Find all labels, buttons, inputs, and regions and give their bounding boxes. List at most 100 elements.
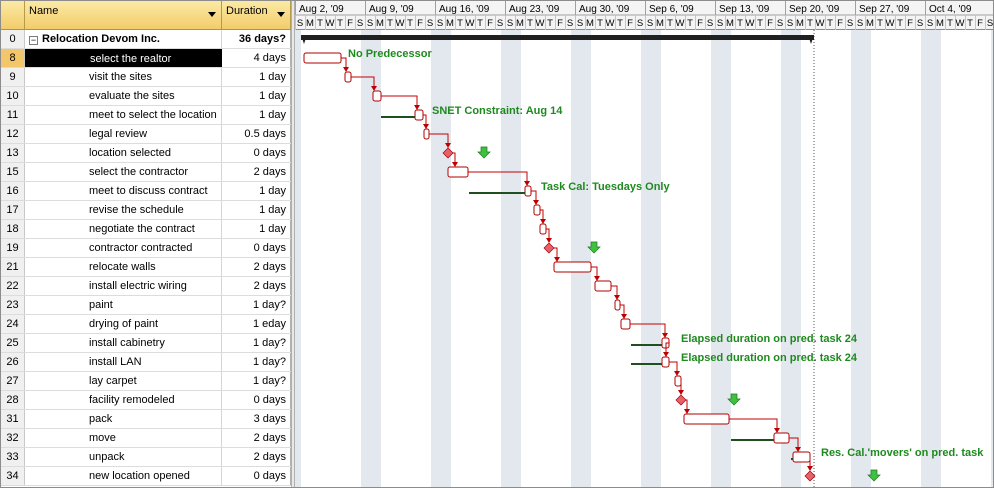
row-id[interactable]: 15 — [1, 163, 25, 181]
task-bar[interactable] — [414, 109, 424, 121]
row-id[interactable]: 22 — [1, 277, 25, 295]
task-duration[interactable]: 1 day — [222, 106, 291, 124]
row-id[interactable]: 31 — [1, 410, 25, 428]
row-id[interactable]: 17 — [1, 201, 25, 219]
task-duration[interactable]: 0 days — [222, 391, 291, 409]
task-row[interactable]: 33 unpack 2 days — [1, 448, 291, 467]
task-duration[interactable]: 4 days — [222, 49, 291, 67]
task-duration[interactable]: 1 day? — [222, 353, 291, 371]
task-bar[interactable] — [661, 356, 670, 368]
task-name[interactable]: visit the sites — [25, 68, 222, 86]
row-id[interactable]: 8 — [1, 49, 25, 67]
task-row[interactable]: 34 new location opened 0 days — [1, 467, 291, 486]
task-name[interactable]: pack — [25, 410, 222, 428]
task-name[interactable]: drying of paint — [25, 315, 222, 333]
task-name[interactable]: paint — [25, 296, 222, 314]
task-duration[interactable]: 1 day — [222, 220, 291, 238]
task-row[interactable]: 31 pack 3 days — [1, 410, 291, 429]
row-id[interactable]: 34 — [1, 467, 25, 485]
task-name[interactable]: install cabinetry — [25, 334, 222, 352]
summary-task-name-cell[interactable]: − Relocation Devom Inc. — [25, 30, 222, 48]
task-name[interactable]: relocate walls — [25, 258, 222, 276]
task-duration[interactable]: 2 days — [222, 429, 291, 447]
row-id[interactable]: 19 — [1, 239, 25, 257]
task-row[interactable]: 25 install cabinetry 1 day? — [1, 334, 291, 353]
row-id[interactable]: 24 — [1, 315, 25, 333]
row-id[interactable]: 13 — [1, 144, 25, 162]
task-row[interactable]: 17 revise the schedule 1 day — [1, 201, 291, 220]
row-id[interactable]: 9 — [1, 68, 25, 86]
task-duration[interactable]: 1 day? — [222, 334, 291, 352]
task-name[interactable]: meet to discuss contract — [25, 182, 222, 200]
row-id[interactable]: 26 — [1, 353, 25, 371]
milestone-diamond[interactable] — [675, 394, 687, 406]
task-bar[interactable] — [683, 413, 730, 425]
row-id[interactable]: 27 — [1, 372, 25, 390]
task-bar[interactable] — [344, 71, 352, 83]
chevron-down-icon[interactable] — [208, 12, 216, 17]
task-name[interactable]: select the contractor — [25, 163, 222, 181]
task-row[interactable]: 26 install LAN 1 day? — [1, 353, 291, 372]
task-duration[interactable]: 1 day? — [222, 296, 291, 314]
task-duration[interactable]: 2 days — [222, 163, 291, 181]
task-bar[interactable] — [553, 261, 592, 273]
row-id[interactable]: 25 — [1, 334, 25, 352]
task-bar[interactable] — [594, 280, 612, 292]
row-id[interactable]: 21 — [1, 258, 25, 276]
task-row[interactable]: 16 meet to discuss contract 1 day — [1, 182, 291, 201]
task-name[interactable]: revise the schedule — [25, 201, 222, 219]
task-duration[interactable]: 2 days — [222, 258, 291, 276]
task-bar[interactable] — [533, 204, 541, 216]
task-bar[interactable] — [447, 166, 469, 178]
row-id[interactable]: 16 — [1, 182, 25, 200]
task-name[interactable]: new location opened — [25, 467, 222, 485]
task-row[interactable]: 23 paint 1 day? — [1, 296, 291, 315]
task-name[interactable]: meet to select the location — [25, 106, 222, 124]
task-name[interactable]: evaluate the sites — [25, 87, 222, 105]
task-duration[interactable]: 0.5 days — [222, 125, 291, 143]
task-row[interactable]: 22 install electric wiring 2 days — [1, 277, 291, 296]
task-row[interactable]: 27 lay carpet 1 day? — [1, 372, 291, 391]
task-bar[interactable] — [372, 90, 382, 102]
task-bar[interactable] — [539, 223, 547, 235]
task-bar[interactable] — [620, 318, 631, 330]
task-row[interactable]: 13 location selected 0 days — [1, 144, 291, 163]
row-number-header[interactable] — [1, 1, 25, 30]
duration-column-header[interactable]: Duration — [222, 1, 291, 30]
task-duration[interactable]: 1 eday — [222, 315, 291, 333]
collapse-toggle-icon[interactable]: − — [29, 35, 38, 45]
task-duration[interactable]: 0 days — [222, 239, 291, 257]
task-duration[interactable]: 0 days — [222, 467, 291, 485]
row-id[interactable]: 28 — [1, 391, 25, 409]
task-bar[interactable] — [303, 52, 342, 64]
task-name[interactable]: legal review — [25, 125, 222, 143]
task-name[interactable]: select the realtor — [25, 49, 222, 67]
row-id[interactable]: 11 — [1, 106, 25, 124]
task-bar[interactable] — [614, 299, 621, 311]
task-row[interactable]: 32 move 2 days — [1, 429, 291, 448]
summary-duration[interactable]: 36 days? — [222, 30, 291, 48]
task-row[interactable]: 9 visit the sites 1 day — [1, 68, 291, 87]
task-name[interactable]: install electric wiring — [25, 277, 222, 295]
milestone-diamond[interactable] — [804, 470, 816, 482]
task-bar[interactable] — [773, 432, 790, 444]
task-duration[interactable]: 0 days — [222, 144, 291, 162]
view-splitter[interactable] — [291, 1, 295, 487]
task-name[interactable]: install LAN — [25, 353, 222, 371]
task-row[interactable]: 18 negotiate the contract 1 day — [1, 220, 291, 239]
task-row[interactable]: 19 contractor contracted 0 days — [1, 239, 291, 258]
summary-task-row[interactable]: 0 − Relocation Devom Inc. 36 days? — [1, 30, 291, 49]
name-column-header[interactable]: Name — [25, 1, 222, 30]
task-row[interactable]: 8 select the realtor 4 days — [1, 49, 291, 68]
task-duration[interactable]: 1 day — [222, 87, 291, 105]
task-row[interactable]: 21 relocate walls 2 days — [1, 258, 291, 277]
row-id[interactable]: 10 — [1, 87, 25, 105]
task-row[interactable]: 10 evaluate the sites 1 day — [1, 87, 291, 106]
chevron-down-icon[interactable] — [277, 12, 285, 17]
task-bar[interactable] — [792, 451, 811, 463]
task-bar[interactable] — [423, 128, 430, 140]
task-row[interactable]: 12 legal review 0.5 days — [1, 125, 291, 144]
task-bar[interactable] — [674, 375, 682, 387]
row-id[interactable]: 18 — [1, 220, 25, 238]
task-duration[interactable]: 1 day — [222, 68, 291, 86]
